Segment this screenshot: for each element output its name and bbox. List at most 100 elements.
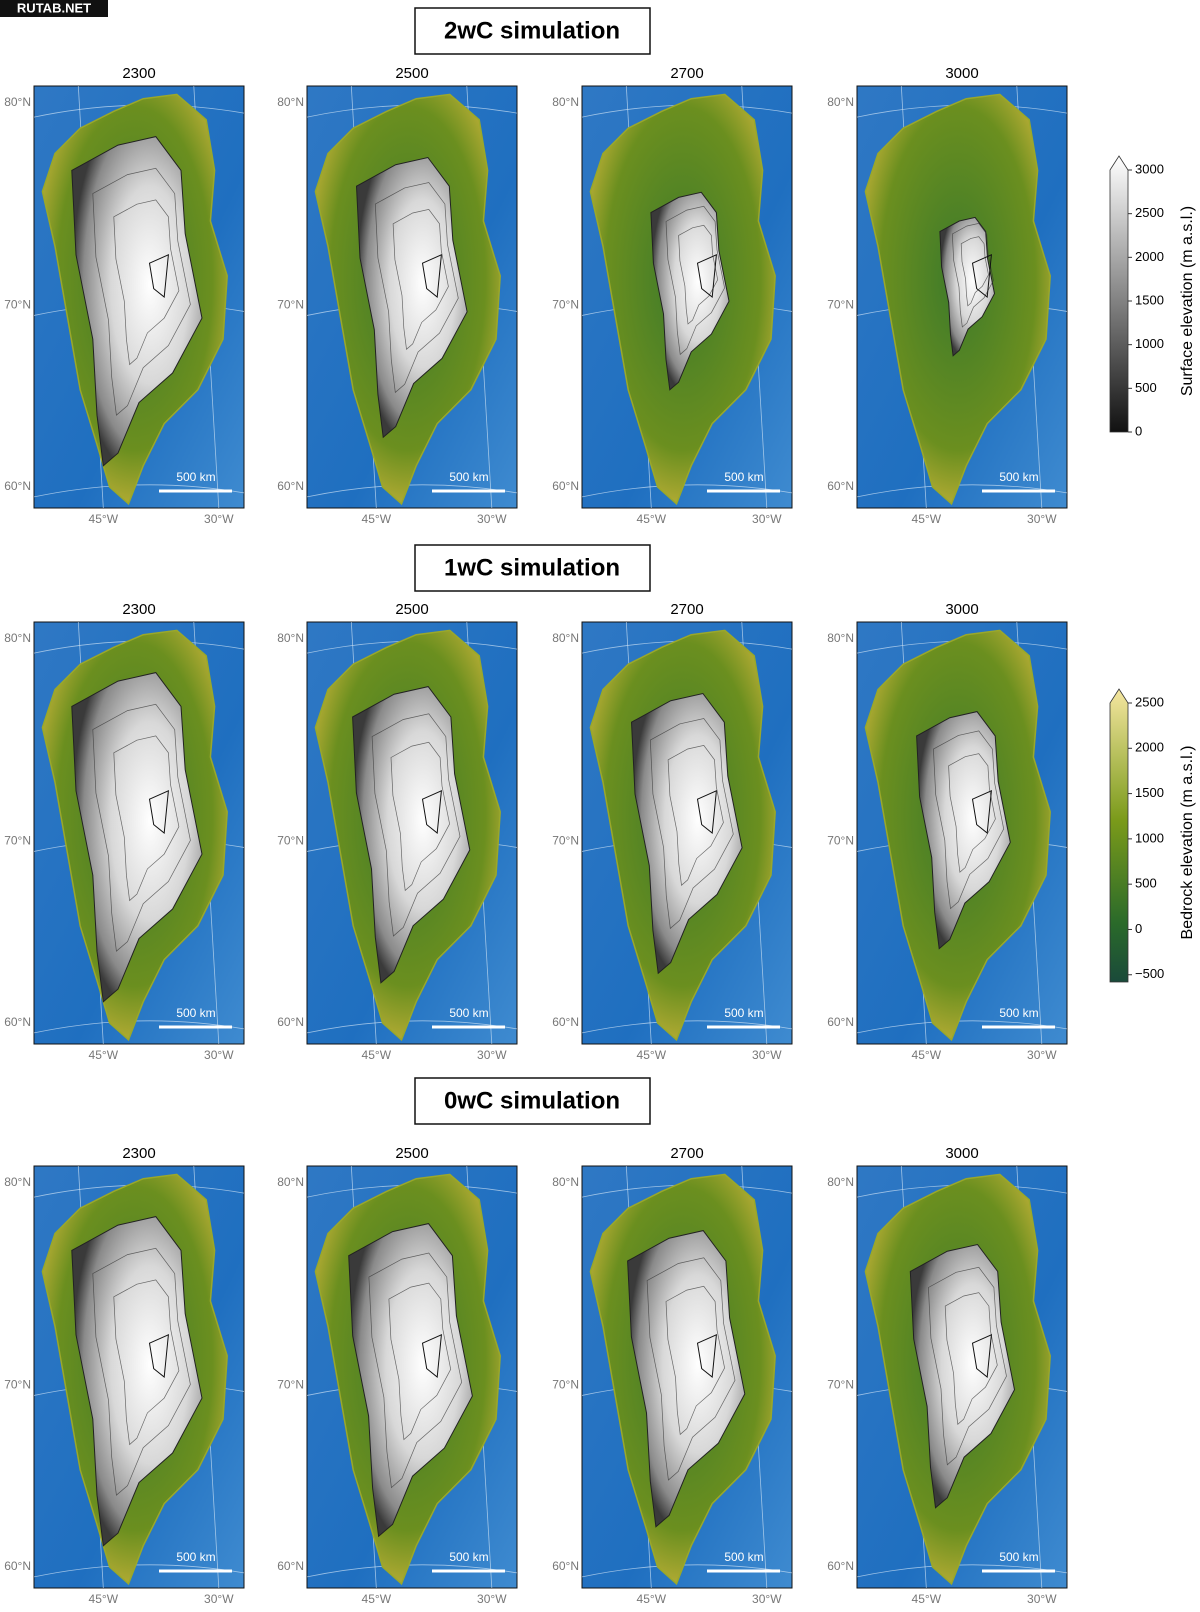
ice-sheet [71,672,203,1003]
contour [928,1266,1007,1466]
graticule [581,1564,793,1578]
lon-label: 45°W [912,512,942,526]
contour [665,205,725,356]
scale-bar-label: 500 km [449,1550,488,1564]
panel-year: 2700 [670,1145,703,1162]
ice-summit [971,253,992,298]
lat-label: 60°N [277,479,304,493]
graticule [581,1020,793,1034]
lon-label: 30°W [204,1592,234,1606]
graticule [306,1564,518,1578]
colorbar-label: Surface elevation (m a.s.l.) [1179,206,1196,396]
contour [667,745,724,886]
ice-summit [696,253,717,298]
lat-label: 70°N [552,298,579,312]
scale-bar-label: 500 km [724,1550,763,1564]
contour [374,182,459,394]
lat-label: 60°N [277,1559,304,1573]
scale-bar-label: 500 km [176,470,215,484]
graticule [33,1564,245,1578]
graticule [306,484,518,498]
lon-label: 30°W [752,1592,782,1606]
lat-label: 70°N [552,834,579,848]
lon-label: 45°W [637,1048,667,1062]
ice-summit [971,789,992,834]
lat-label: 70°N [277,834,304,848]
lat-label: 60°N [827,1015,854,1029]
panel-year: 2300 [122,1145,155,1162]
lon-label: 30°W [752,1048,782,1062]
graticule [856,1564,1068,1578]
scale-bar-label: 500 km [176,1550,215,1564]
lon-label: 45°W [637,1592,667,1606]
lon-label: 45°W [89,1592,119,1606]
lat-label: 80°N [277,95,304,109]
contour [933,730,1005,910]
lat-label: 70°N [277,298,304,312]
ice-summit [971,1333,992,1378]
ice-summit [148,789,169,834]
lat-label: 60°N [827,1559,854,1573]
lat-label: 60°N [827,479,854,493]
panel-year: 2500 [395,601,428,618]
ice-sheet [71,1216,203,1547]
watermark: RUTAB.NET [17,0,91,15]
panel-year: 2500 [395,1145,428,1162]
contour [113,735,180,902]
contour [960,236,989,307]
graticule [33,1020,245,1034]
lat-label: 70°N [827,298,854,312]
colorbar [1109,688,1129,983]
colorbar [1109,155,1129,433]
scale-bar-label: 500 km [999,1550,1038,1564]
lat-label: 80°N [4,95,31,109]
scale-bar-label: 500 km [449,1006,488,1020]
scale-bar-label: 500 km [724,470,763,484]
graticule [306,1020,518,1034]
graticule [33,484,245,498]
lat-label: 70°N [4,1378,31,1392]
colorbar-tick-label: 500 [1135,380,1157,395]
lat-label: 60°N [552,1559,579,1573]
row-title: 1wC simulation [444,554,620,581]
colorbar-tick-label: 0 [1135,921,1142,936]
contour [390,741,450,892]
colorbar-tick-label: 2500 [1135,694,1164,709]
lat-label: 60°N [277,1015,304,1029]
lon-label: 45°W [637,512,667,526]
colorbar-tick-label: 3000 [1135,161,1164,176]
colorbar-label: Bedrock elevation (m a.s.l.) [1179,746,1196,940]
lat-label: 80°N [277,1175,304,1189]
lon-label: 30°W [752,512,782,526]
contour [371,713,461,937]
graticule [581,484,793,498]
lon-label: 45°W [362,1048,392,1062]
ice-sheet [916,711,1011,950]
scale-bar-label: 500 km [449,470,488,484]
lat-label: 80°N [827,631,854,645]
lon-label: 45°W [89,1048,119,1062]
row-title: 2wC simulation [444,17,620,44]
lon-label: 30°W [1027,512,1057,526]
colorbar-tick-label: 1000 [1135,830,1164,845]
contour [388,1282,452,1441]
scale-bar-label: 500 km [176,1006,215,1020]
contour [646,1257,736,1481]
contour [665,1285,725,1436]
panel-year: 2300 [122,65,155,82]
row-title-box [414,544,651,592]
graticule [856,484,1068,498]
lat-label: 70°N [552,1378,579,1392]
ice-sheet [650,191,730,391]
row-title-box [414,7,651,55]
contour [368,1252,463,1489]
lat-label: 60°N [4,479,31,493]
lat-label: 60°N [552,479,579,493]
ice-summit [421,1333,442,1378]
lon-label: 30°W [1027,1592,1057,1606]
contour [948,753,996,873]
panel-year: 3000 [945,601,978,618]
colorbar-tick-label: 1500 [1135,292,1164,307]
graticule [856,1020,1068,1034]
lon-label: 30°W [477,1048,507,1062]
